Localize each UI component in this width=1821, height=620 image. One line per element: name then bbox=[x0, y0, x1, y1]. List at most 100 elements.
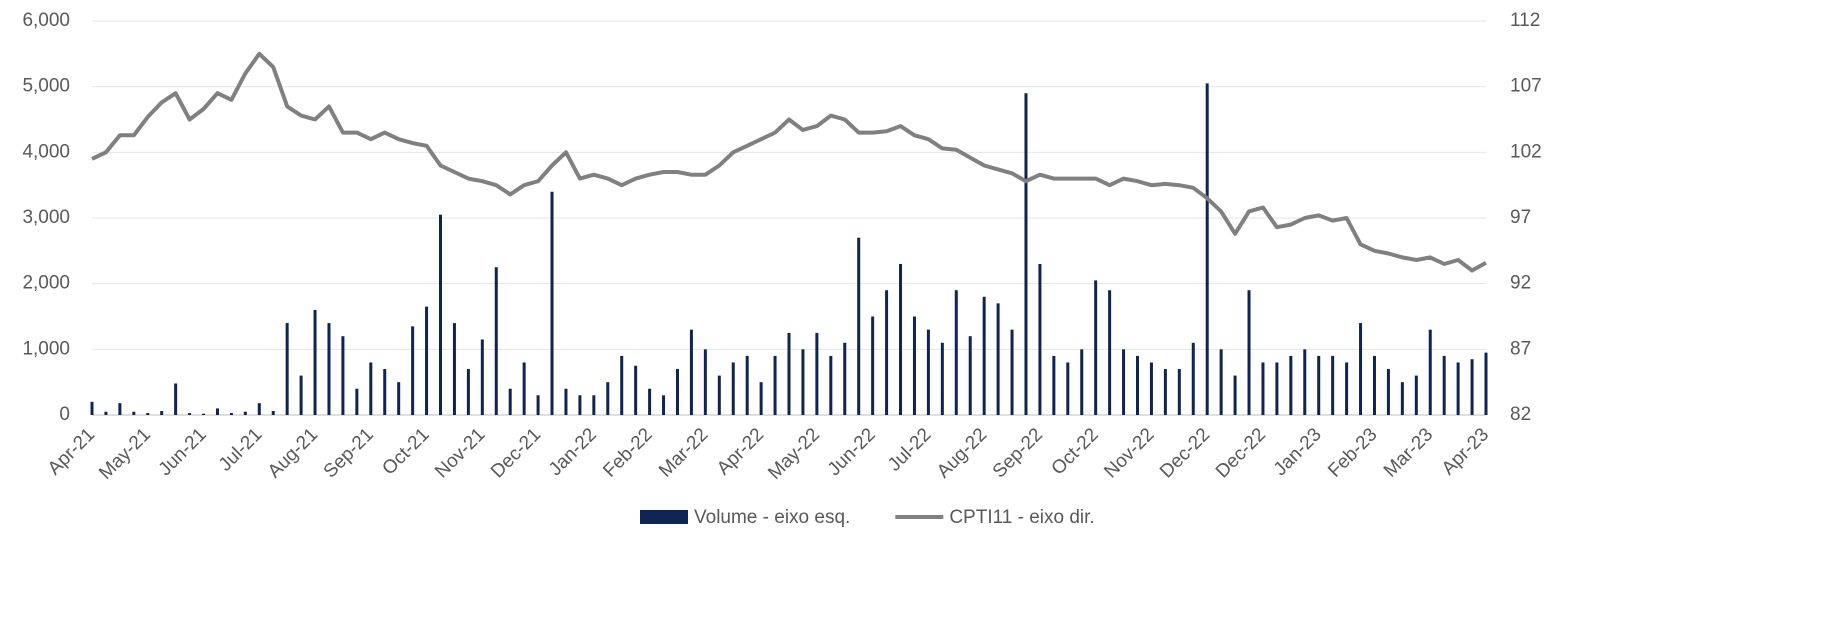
x-tick-label: Sep-22 bbox=[989, 424, 1047, 482]
x-tick-label: Nov-21 bbox=[431, 424, 489, 482]
bar bbox=[885, 290, 889, 415]
bar bbox=[536, 395, 540, 415]
bar bbox=[773, 355, 777, 415]
bar bbox=[982, 296, 986, 415]
x-tick-label: Jul-22 bbox=[884, 424, 935, 475]
legend-label: CPTI11 - eixo dir. bbox=[949, 507, 1094, 528]
bar bbox=[1177, 369, 1181, 415]
x-tick-label: Aug-21 bbox=[264, 424, 322, 482]
y-tick-label: 5,000 bbox=[22, 76, 70, 97]
bar bbox=[1317, 355, 1321, 415]
bar bbox=[954, 290, 958, 415]
bar bbox=[174, 383, 178, 415]
bar bbox=[1442, 355, 1446, 415]
x-tick-label: Feb-22 bbox=[599, 424, 656, 481]
bar bbox=[578, 395, 582, 415]
bar bbox=[271, 411, 275, 415]
y-tick-label: 4,000 bbox=[22, 141, 70, 162]
bar bbox=[1303, 349, 1307, 415]
bar bbox=[843, 342, 847, 415]
bar bbox=[717, 375, 721, 415]
y2-tick-label: 102 bbox=[1510, 141, 1542, 162]
x-tick-label: Sep-21 bbox=[320, 424, 378, 482]
bar bbox=[801, 349, 805, 415]
y2-tick-label: 107 bbox=[1510, 76, 1542, 97]
bar bbox=[1359, 323, 1363, 415]
bar bbox=[815, 332, 819, 415]
bar bbox=[1247, 290, 1251, 415]
bar bbox=[606, 382, 610, 415]
bar bbox=[132, 411, 136, 415]
bar bbox=[1428, 329, 1432, 415]
bar bbox=[355, 388, 359, 415]
bar bbox=[662, 395, 666, 415]
bar bbox=[215, 408, 219, 415]
bar bbox=[369, 362, 373, 415]
bar bbox=[745, 355, 749, 415]
bar bbox=[689, 329, 693, 415]
bar bbox=[996, 303, 1000, 415]
bar bbox=[146, 413, 150, 415]
bar bbox=[257, 403, 261, 415]
y2-tick-label: 87 bbox=[1510, 338, 1531, 359]
bar bbox=[90, 401, 94, 415]
bar bbox=[1275, 362, 1279, 415]
bar bbox=[550, 191, 554, 415]
y2-tick-label: 112 bbox=[1510, 10, 1540, 31]
bar bbox=[285, 323, 289, 415]
bar bbox=[1261, 362, 1265, 415]
bar bbox=[857, 237, 861, 415]
bar bbox=[1052, 355, 1056, 415]
bar bbox=[439, 214, 442, 415]
bar bbox=[229, 413, 233, 415]
line bbox=[91, 51, 1487, 273]
bar bbox=[411, 326, 415, 415]
x-tick-label: Nov-22 bbox=[1100, 424, 1158, 482]
bar bbox=[759, 382, 763, 415]
bar bbox=[871, 316, 875, 415]
x-tick-label: Mar-23 bbox=[1380, 424, 1437, 481]
bar bbox=[940, 342, 944, 415]
x-tick-label: Jun-22 bbox=[824, 424, 880, 480]
bar bbox=[522, 362, 526, 415]
bar bbox=[1219, 349, 1223, 415]
bar bbox=[1205, 83, 1209, 415]
bar bbox=[1149, 362, 1153, 415]
x-tick-label: Dec-22 bbox=[1212, 424, 1270, 482]
x-tick-label: May-22 bbox=[764, 424, 824, 484]
bar bbox=[1080, 349, 1084, 415]
bar bbox=[243, 411, 247, 415]
bar bbox=[1191, 342, 1195, 415]
bar bbox=[299, 375, 303, 415]
y2-tick-label: 92 bbox=[1510, 273, 1531, 294]
bar bbox=[926, 329, 930, 415]
bar bbox=[188, 413, 192, 415]
bar bbox=[564, 388, 568, 415]
bar bbox=[912, 316, 916, 415]
x-tick-label: Oct-21 bbox=[378, 424, 433, 479]
bar bbox=[1331, 355, 1335, 415]
bar bbox=[1400, 382, 1404, 415]
bar bbox=[1456, 362, 1460, 415]
bar bbox=[341, 336, 345, 415]
bar bbox=[1038, 263, 1042, 415]
x-tick-label: Jan-23 bbox=[1270, 424, 1326, 480]
legend-swatch bbox=[640, 510, 688, 524]
bar bbox=[425, 306, 429, 415]
x-tick-label: Dec-22 bbox=[1156, 424, 1214, 482]
bar bbox=[592, 395, 596, 415]
bar bbox=[731, 362, 735, 415]
x-tick-label: Mar-22 bbox=[655, 424, 712, 481]
y-tick-label: 2,000 bbox=[22, 273, 70, 294]
bar bbox=[1345, 362, 1349, 415]
bar bbox=[160, 411, 164, 415]
bar bbox=[703, 349, 707, 415]
x-tick-label: Feb-23 bbox=[1324, 424, 1381, 481]
bar bbox=[1136, 355, 1139, 415]
bar bbox=[620, 355, 624, 415]
bar bbox=[327, 323, 331, 415]
bar bbox=[1414, 375, 1418, 415]
legend-label: Volume - eixo esq. bbox=[694, 507, 850, 528]
y-tick-label: 6,000 bbox=[22, 10, 70, 31]
bar bbox=[1233, 375, 1237, 415]
